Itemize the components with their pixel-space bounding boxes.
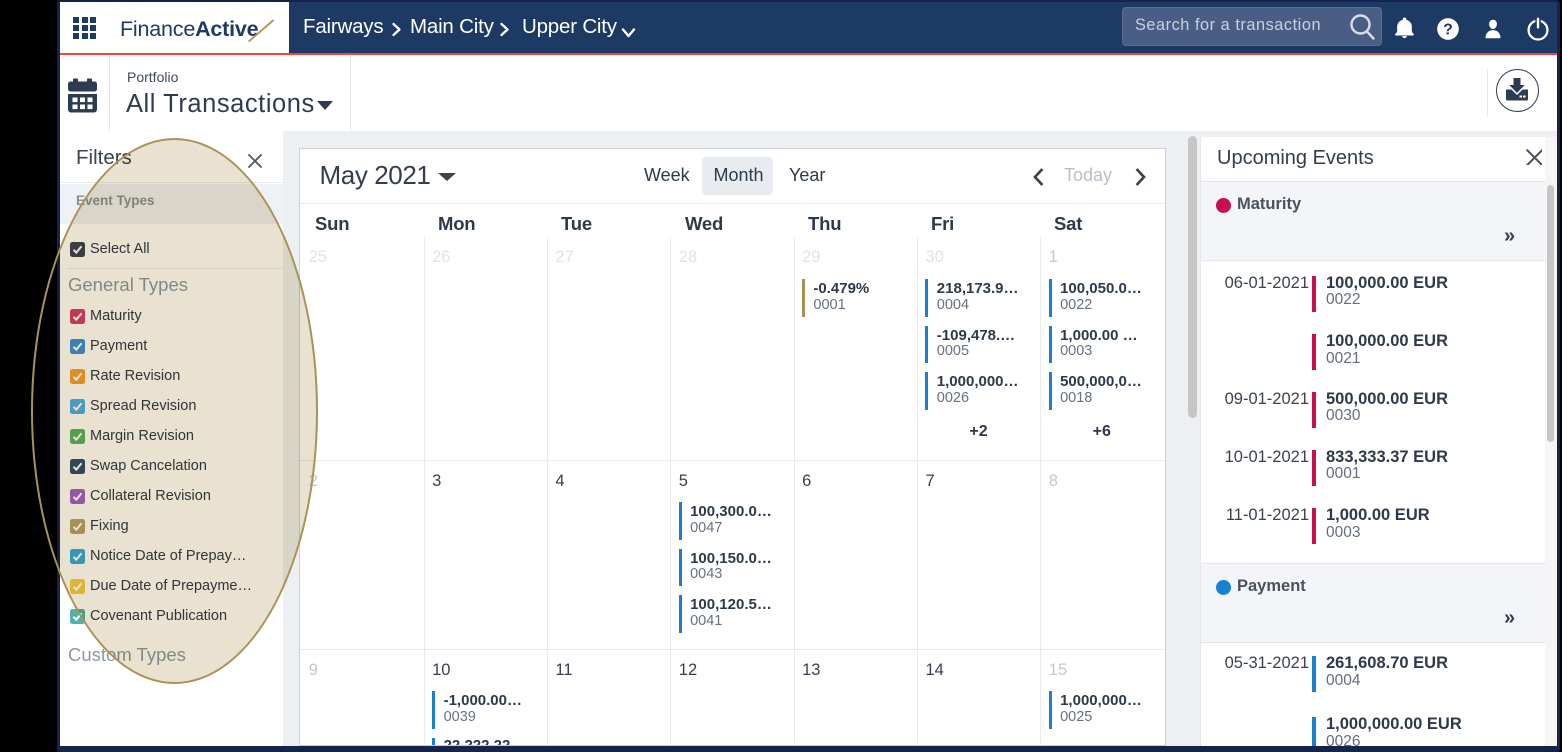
svg-text:?: ? [1443, 21, 1453, 38]
